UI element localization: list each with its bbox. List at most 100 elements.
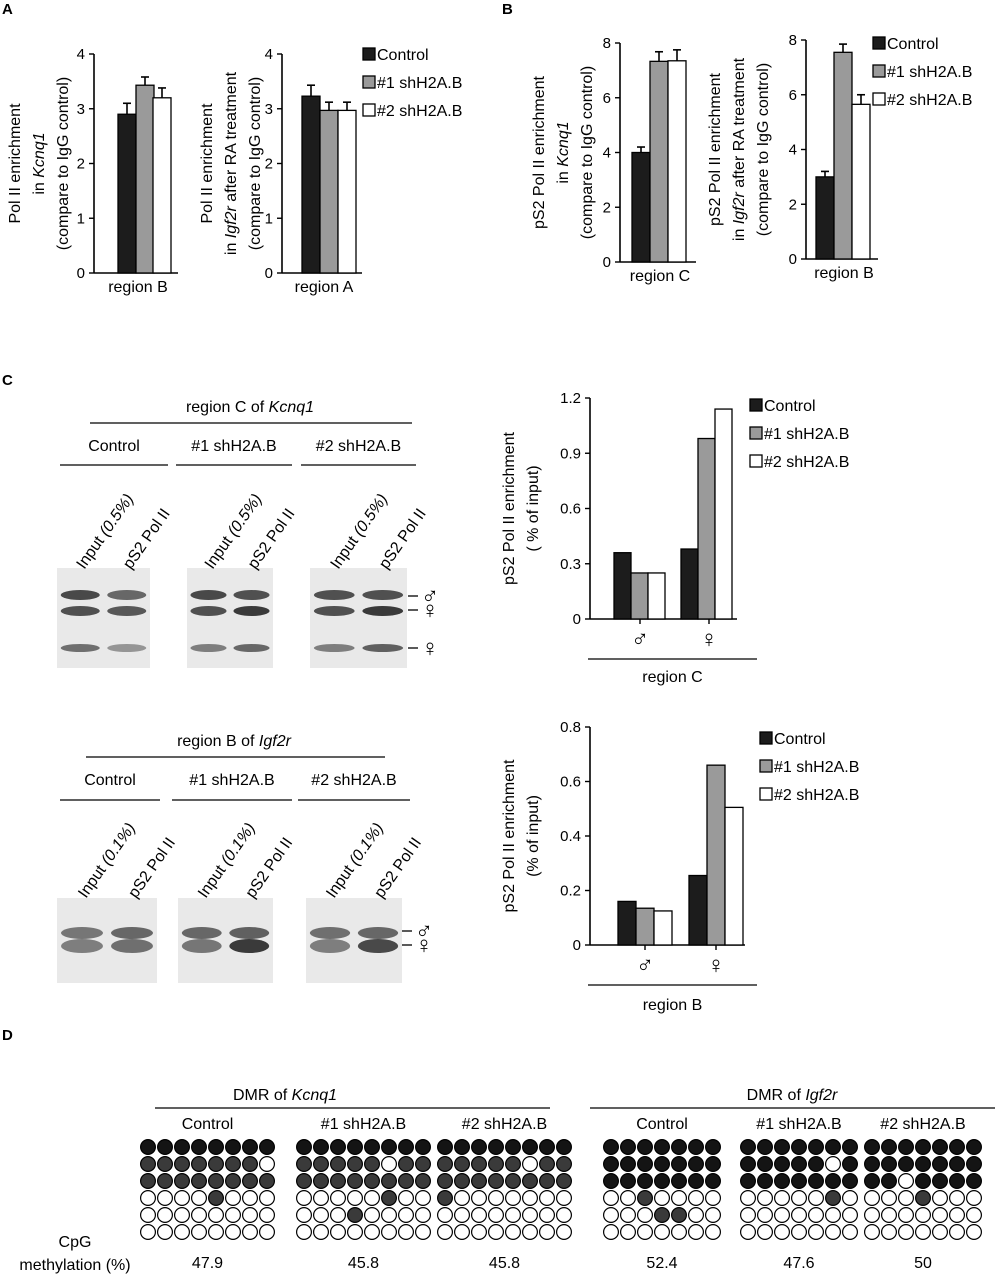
cpg-site: [225, 1223, 242, 1240]
cpg-site: [653, 1223, 670, 1240]
y-tick-label: 0.3: [560, 556, 581, 573]
cpg-site: [505, 1206, 522, 1223]
cpg-site: [687, 1138, 704, 1155]
cpg-site: [790, 1223, 807, 1240]
methylation-block: DMR of Igf2r Control 52.4 #1 shH2A.B 47.6 #2 …: [590, 1087, 995, 1272]
cpg-site: [841, 1206, 858, 1223]
band-marker-symbol: ♀: [421, 635, 439, 662]
cpg-site: [140, 1138, 157, 1155]
x-axis-label: region B: [108, 279, 168, 296]
cpg-site: [756, 1138, 773, 1155]
x-axis-label: region C: [630, 268, 690, 285]
cpg-site: [965, 1155, 982, 1172]
cpg-site: [505, 1172, 522, 1189]
bar: [630, 572, 649, 620]
cpg-site: [330, 1155, 347, 1172]
cpg-site: [880, 1189, 897, 1206]
legend-swatch: [362, 103, 376, 117]
methylation-percent: 47.9: [192, 1255, 223, 1272]
cpg-site: [225, 1206, 242, 1223]
cpg-site: [653, 1172, 670, 1189]
cpg-site: [739, 1206, 756, 1223]
y-tick-label: 2: [265, 156, 273, 173]
cpg-site: [555, 1138, 572, 1155]
cpg-site: [157, 1172, 174, 1189]
y-tick-label: 0.4: [560, 828, 581, 845]
cpg-site: [381, 1223, 398, 1240]
cpg-site: [225, 1138, 242, 1155]
gel-band: [362, 644, 404, 652]
cpg-site: [824, 1138, 841, 1155]
cpg-site: [897, 1138, 914, 1155]
cpg-site: [521, 1189, 538, 1206]
cpg-site: [965, 1172, 982, 1189]
cpg-site: [505, 1223, 522, 1240]
cpg-site: [296, 1155, 313, 1172]
chart-b2: 0 2 4 6 8 region B pS2 Pol II enrichment in Igf…: [707, 32, 972, 282]
legend-label: #1 shH2A.B: [377, 75, 462, 92]
y-axis-label: pS2 Pol II enrichment: [501, 431, 518, 585]
gel-igf2r: region B of Igf2r Control #1 shH2A.B #2 shH…: [57, 733, 433, 983]
dmr-title: DMR of Kcnq1: [233, 1087, 337, 1104]
cpg-site: [381, 1172, 398, 1189]
cpg-site: [880, 1172, 897, 1189]
legend-label: #2 shH2A.B: [774, 787, 859, 804]
cpg-site: [824, 1189, 841, 1206]
panel-label-c: C: [2, 372, 13, 389]
cpg-site: [653, 1155, 670, 1172]
cpg-site: [739, 1223, 756, 1240]
lane-label: pS2 Pol II: [125, 835, 179, 902]
y-tick-label: 2: [603, 199, 611, 216]
y-tick-label: 3: [77, 101, 85, 118]
cpg-site: [704, 1223, 721, 1240]
cpg-grid: [739, 1138, 858, 1240]
cpg-site: [773, 1155, 790, 1172]
cpg-site: [790, 1172, 807, 1189]
cpg-site: [687, 1206, 704, 1223]
cpg-site: [914, 1206, 931, 1223]
panel-label-b: B: [502, 1, 513, 18]
cpg-site: [259, 1223, 276, 1240]
bar: [851, 103, 871, 260]
methylation-percent: 45.8: [489, 1255, 520, 1272]
cpg-site: [880, 1138, 897, 1155]
cpg-site: [208, 1206, 225, 1223]
legend-label: Control: [774, 731, 826, 748]
bar: [301, 95, 321, 274]
gel-band: [111, 927, 153, 939]
bar: [714, 408, 733, 620]
chart-a1: 0 1 2 3 4 region B Pol II enrichment in Kcnq1 (c…: [7, 46, 178, 296]
cpg-site: [555, 1155, 572, 1172]
dmr-title: DMR of Igf2r: [747, 1087, 838, 1104]
gel-band: [190, 606, 227, 616]
cpg-site: [364, 1189, 381, 1206]
cpg-site: [364, 1138, 381, 1155]
cpg-site: [880, 1155, 897, 1172]
bar: [649, 60, 669, 263]
gel-band: [313, 590, 355, 600]
cpg-site: [704, 1172, 721, 1189]
legend-label: #1 shH2A.B: [887, 64, 972, 81]
sample-label: #1 shH2A.B: [321, 1116, 406, 1133]
cpg-site: [259, 1189, 276, 1206]
cpg-site: [398, 1138, 415, 1155]
cpg-site: [140, 1172, 157, 1189]
sample-label: Control: [636, 1116, 688, 1133]
y-axis-label: (compare to IgG control): [579, 66, 596, 239]
bar: [647, 572, 666, 620]
cpg-site: [687, 1223, 704, 1240]
gel-band: [309, 927, 351, 939]
cpg-site: [880, 1206, 897, 1223]
lane-label: pS2 Pol II: [376, 506, 430, 573]
gel-group-label: Control: [88, 438, 140, 455]
cpg-site: [259, 1172, 276, 1189]
cpg-site: [398, 1206, 415, 1223]
y-axis-label: Pol II enrichment: [199, 103, 216, 224]
y-axis-label: Pol II enrichment: [7, 103, 24, 224]
y-tick-label: 0: [573, 937, 581, 954]
cpg-site: [347, 1172, 364, 1189]
cpg-site: [773, 1138, 790, 1155]
cpg-site: [636, 1206, 653, 1223]
cpg-site: [330, 1138, 347, 1155]
cpg-site: [897, 1206, 914, 1223]
